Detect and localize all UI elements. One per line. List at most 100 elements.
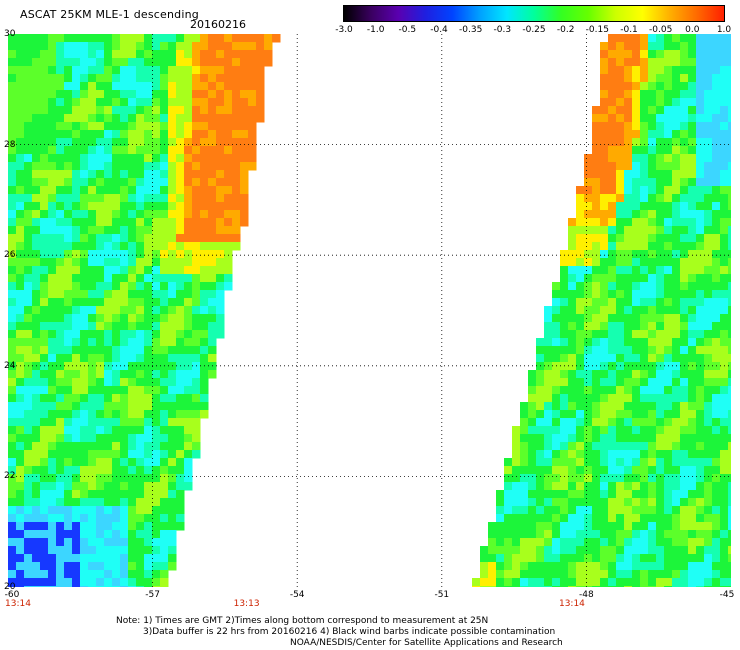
wind-cell xyxy=(600,394,609,403)
wind-cell xyxy=(224,106,233,115)
wind-cell xyxy=(648,402,657,411)
wind-cell xyxy=(80,354,89,363)
wind-cell xyxy=(624,178,633,187)
wind-cell xyxy=(136,386,145,395)
wind-cell xyxy=(624,42,633,51)
wind-cell xyxy=(128,34,137,43)
wind-cell xyxy=(720,266,729,275)
wind-cell xyxy=(656,178,665,187)
wind-cell xyxy=(72,386,81,395)
wind-cell xyxy=(200,34,209,43)
wind-cell xyxy=(656,402,665,411)
wind-cell xyxy=(632,274,641,283)
wind-cell xyxy=(624,498,633,507)
wind-cell xyxy=(680,66,689,75)
wind-cell xyxy=(240,186,249,195)
wind-cell xyxy=(144,242,153,251)
wind-cell xyxy=(696,114,705,123)
wind-cell xyxy=(72,562,81,571)
wind-cell xyxy=(96,322,105,331)
wind-cell xyxy=(712,338,721,347)
wind-cell xyxy=(664,306,673,315)
wind-cell xyxy=(128,90,137,99)
wind-cell xyxy=(536,506,545,515)
wind-cell xyxy=(176,378,185,387)
wind-cell xyxy=(632,402,641,411)
wind-cell xyxy=(192,258,201,267)
wind-cell xyxy=(112,274,121,283)
wind-cell xyxy=(128,482,137,491)
wind-cell xyxy=(632,74,641,83)
wind-cell xyxy=(104,538,113,547)
wind-cell xyxy=(16,386,25,395)
wind-cell xyxy=(592,266,601,275)
wind-cell xyxy=(32,354,41,363)
wind-cell xyxy=(8,178,17,187)
wind-cell xyxy=(16,410,25,419)
wind-cell xyxy=(664,322,673,331)
wind-cell xyxy=(728,458,737,467)
wind-cell xyxy=(664,266,673,275)
wind-cell xyxy=(160,538,169,547)
wind-cell xyxy=(88,194,97,203)
wind-cell xyxy=(624,98,633,107)
wind-cell xyxy=(232,122,241,131)
wind-cell xyxy=(152,186,161,195)
wind-cell xyxy=(48,546,57,555)
wind-cell xyxy=(600,474,609,483)
wind-cell xyxy=(664,226,673,235)
wind-cell xyxy=(728,434,737,443)
wind-cell xyxy=(80,546,89,555)
wind-cell xyxy=(656,346,665,355)
wind-cell xyxy=(632,426,641,435)
wind-cell xyxy=(152,242,161,251)
wind-cell xyxy=(40,570,49,579)
wind-cell xyxy=(112,578,121,587)
wind-cell xyxy=(688,498,697,507)
wind-cell xyxy=(520,418,529,427)
wind-cell xyxy=(616,586,625,595)
wind-cell xyxy=(544,418,553,427)
wind-cell xyxy=(704,322,713,331)
wind-cell xyxy=(104,58,113,67)
wind-cell xyxy=(104,218,113,227)
wind-cell xyxy=(712,546,721,555)
wind-cell xyxy=(648,586,657,595)
wind-cell xyxy=(248,162,257,171)
wind-cell xyxy=(624,266,633,275)
wind-cell xyxy=(168,266,177,275)
wind-cell xyxy=(120,82,129,91)
wind-cell xyxy=(696,538,705,547)
wind-cell xyxy=(136,66,145,75)
wind-cell xyxy=(128,490,137,499)
wind-cell xyxy=(32,322,41,331)
wind-cell xyxy=(64,58,73,67)
wind-cell xyxy=(712,266,721,275)
wind-cell xyxy=(712,330,721,339)
wind-cell xyxy=(608,386,617,395)
wind-cell xyxy=(80,50,89,59)
wind-cell xyxy=(128,530,137,539)
wind-cell xyxy=(96,90,105,99)
wind-cell xyxy=(16,354,25,363)
wind-cell xyxy=(144,210,153,219)
wind-cell xyxy=(688,306,697,315)
wind-cell xyxy=(144,226,153,235)
wind-cell xyxy=(576,266,585,275)
wind-cell xyxy=(104,114,113,123)
wind-cell xyxy=(680,354,689,363)
wind-cell xyxy=(568,362,577,371)
wind-cell xyxy=(544,530,553,539)
colorbar-tick-label: -0.4 xyxy=(430,25,448,35)
wind-cell xyxy=(72,354,81,363)
wind-cell xyxy=(104,330,113,339)
wind-cell xyxy=(680,330,689,339)
wind-cell xyxy=(80,82,89,91)
wind-cell xyxy=(720,554,729,563)
wind-cell xyxy=(616,274,625,283)
wind-cell xyxy=(632,42,641,51)
wind-cell xyxy=(152,82,161,91)
wind-cell xyxy=(96,282,105,291)
wind-cell xyxy=(168,226,177,235)
wind-cell xyxy=(104,162,113,171)
